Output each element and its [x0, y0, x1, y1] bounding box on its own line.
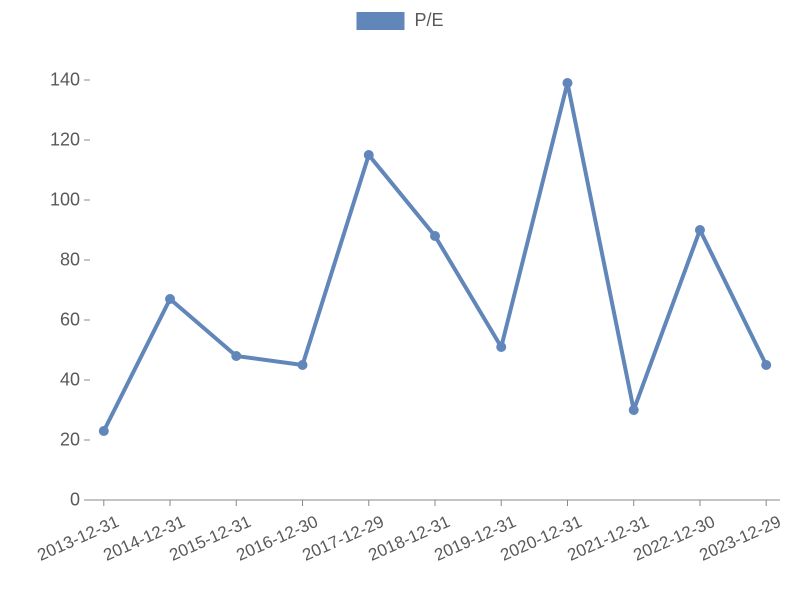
- data-point: [562, 78, 572, 88]
- data-point: [298, 360, 308, 370]
- y-tick-label: 140: [20, 70, 80, 91]
- y-tick-label: 100: [20, 190, 80, 211]
- y-tick-label: 120: [20, 130, 80, 151]
- data-point: [99, 426, 109, 436]
- y-tick-label: 40: [20, 370, 80, 391]
- data-point: [364, 150, 374, 160]
- data-point: [761, 360, 771, 370]
- y-tick-label: 80: [20, 250, 80, 271]
- data-point: [231, 351, 241, 361]
- data-point: [165, 294, 175, 304]
- series-line: [104, 83, 766, 431]
- data-point: [496, 342, 506, 352]
- y-tick-label: 20: [20, 430, 80, 451]
- data-point: [629, 405, 639, 415]
- data-point: [695, 225, 705, 235]
- y-tick-label: 60: [20, 310, 80, 331]
- plot-svg: [0, 0, 800, 600]
- data-point: [430, 231, 440, 241]
- y-tick-label: 0: [20, 490, 80, 511]
- pe-line-chart: P/E 020406080100120140 2013-12-312014-12…: [0, 0, 800, 600]
